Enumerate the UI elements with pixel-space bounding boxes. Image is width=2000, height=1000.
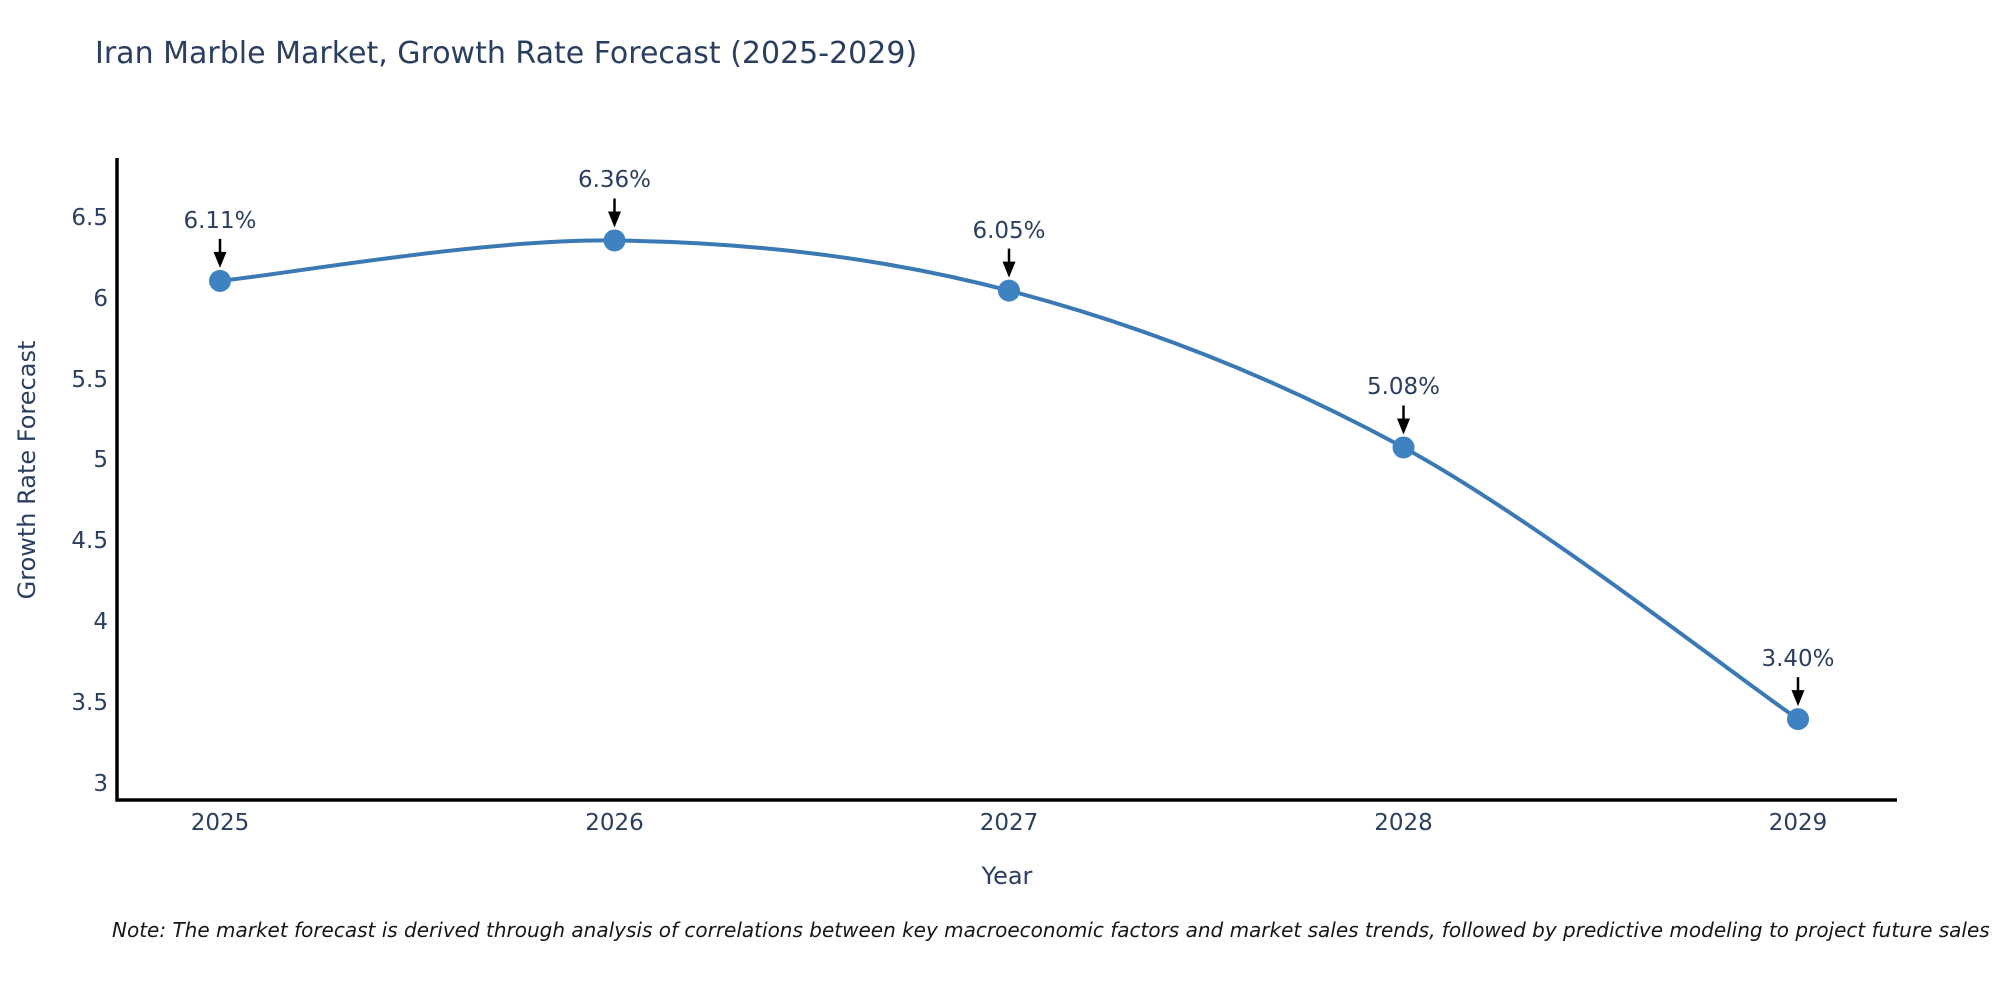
y-tick-label: 4.5 <box>71 528 108 555</box>
y-axis-title: Growth Rate Forecast <box>13 340 41 600</box>
y-tick-label: 3 <box>93 770 108 797</box>
annotation-label: 6.11% <box>183 207 257 234</box>
footnote: Note: The market forecast is derived thr… <box>112 918 1990 942</box>
annotation-arrow-head <box>608 211 621 228</box>
y-tick-label: 6 <box>93 285 108 312</box>
x-tick-label: 2027 <box>979 810 1039 836</box>
chart-title: Iran Marble Market, Growth Rate Forecast… <box>95 36 918 71</box>
annotation-label: 5.08% <box>1366 374 1441 401</box>
data-point-marker <box>998 279 1020 302</box>
annotation-label: 3.40% <box>1761 646 1835 673</box>
x-tick-label: 2028 <box>1374 810 1433 836</box>
x-tick-label: 2025 <box>190 810 250 836</box>
data-point-marker <box>1392 436 1415 459</box>
annotation-arrow-head <box>1397 418 1410 435</box>
annotation-label: 6.05% <box>972 217 1046 244</box>
data-point-marker <box>1787 708 1809 731</box>
x-axis-title: Year <box>981 862 1033 890</box>
annotation-label: 6.36% <box>577 167 652 194</box>
y-tick-label: 5 <box>93 447 108 474</box>
annotation-arrow-head <box>1002 261 1016 278</box>
y-tick-label: 3.5 <box>71 689 108 716</box>
data-point-marker <box>603 229 626 252</box>
data-point-marker <box>209 269 231 292</box>
annotation-arrow-head <box>213 251 227 268</box>
y-tick-label: 4 <box>93 609 108 636</box>
x-tick-label: 2026 <box>585 810 644 836</box>
annotation-arrow-head <box>1791 690 1805 707</box>
y-tick-label: 6.5 <box>71 204 108 231</box>
y-tick-label: 5.5 <box>71 366 108 393</box>
axis-lines <box>115 158 1897 802</box>
x-tick-label: 2029 <box>1768 810 1828 836</box>
